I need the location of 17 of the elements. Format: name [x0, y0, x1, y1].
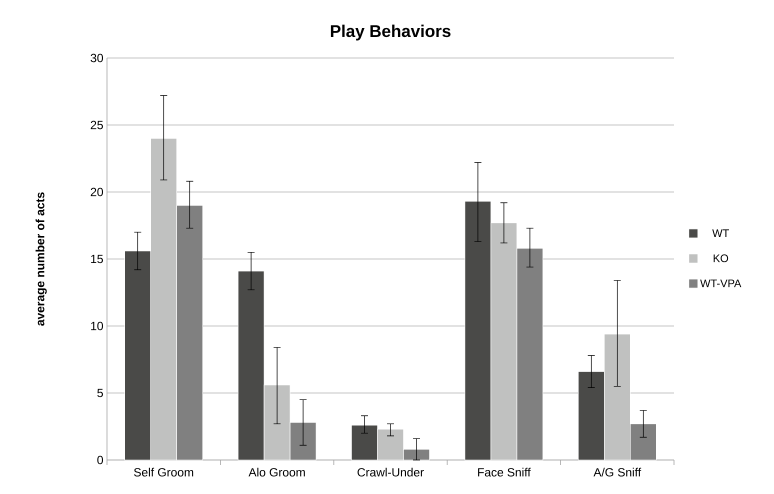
y-tick-label: 0	[97, 456, 104, 464]
chart-title: Play Behaviors	[330, 24, 450, 40]
y-tick-label: 25	[90, 120, 103, 130]
y-tick-label: 5	[97, 388, 103, 398]
y-axis-title: average number of acts	[36, 192, 47, 326]
x-tick-label: A/G Sniff	[594, 468, 642, 477]
legend-label: WT-VPA	[700, 280, 742, 288]
x-tick-label: Face Sniff	[478, 468, 531, 477]
y-tick-label: 15	[91, 254, 103, 264]
legend-label: WT	[712, 229, 729, 237]
x-tick-label: Self Groom	[134, 468, 194, 477]
x-tick-label: Crawl-Under	[358, 468, 424, 477]
y-tick-label: 20	[90, 188, 104, 196]
y-tick-label: 30	[90, 54, 104, 62]
legend-label: KO	[714, 254, 728, 262]
y-tick-label: 10	[91, 322, 104, 330]
x-tick-label: Alo Groom	[248, 468, 305, 477]
